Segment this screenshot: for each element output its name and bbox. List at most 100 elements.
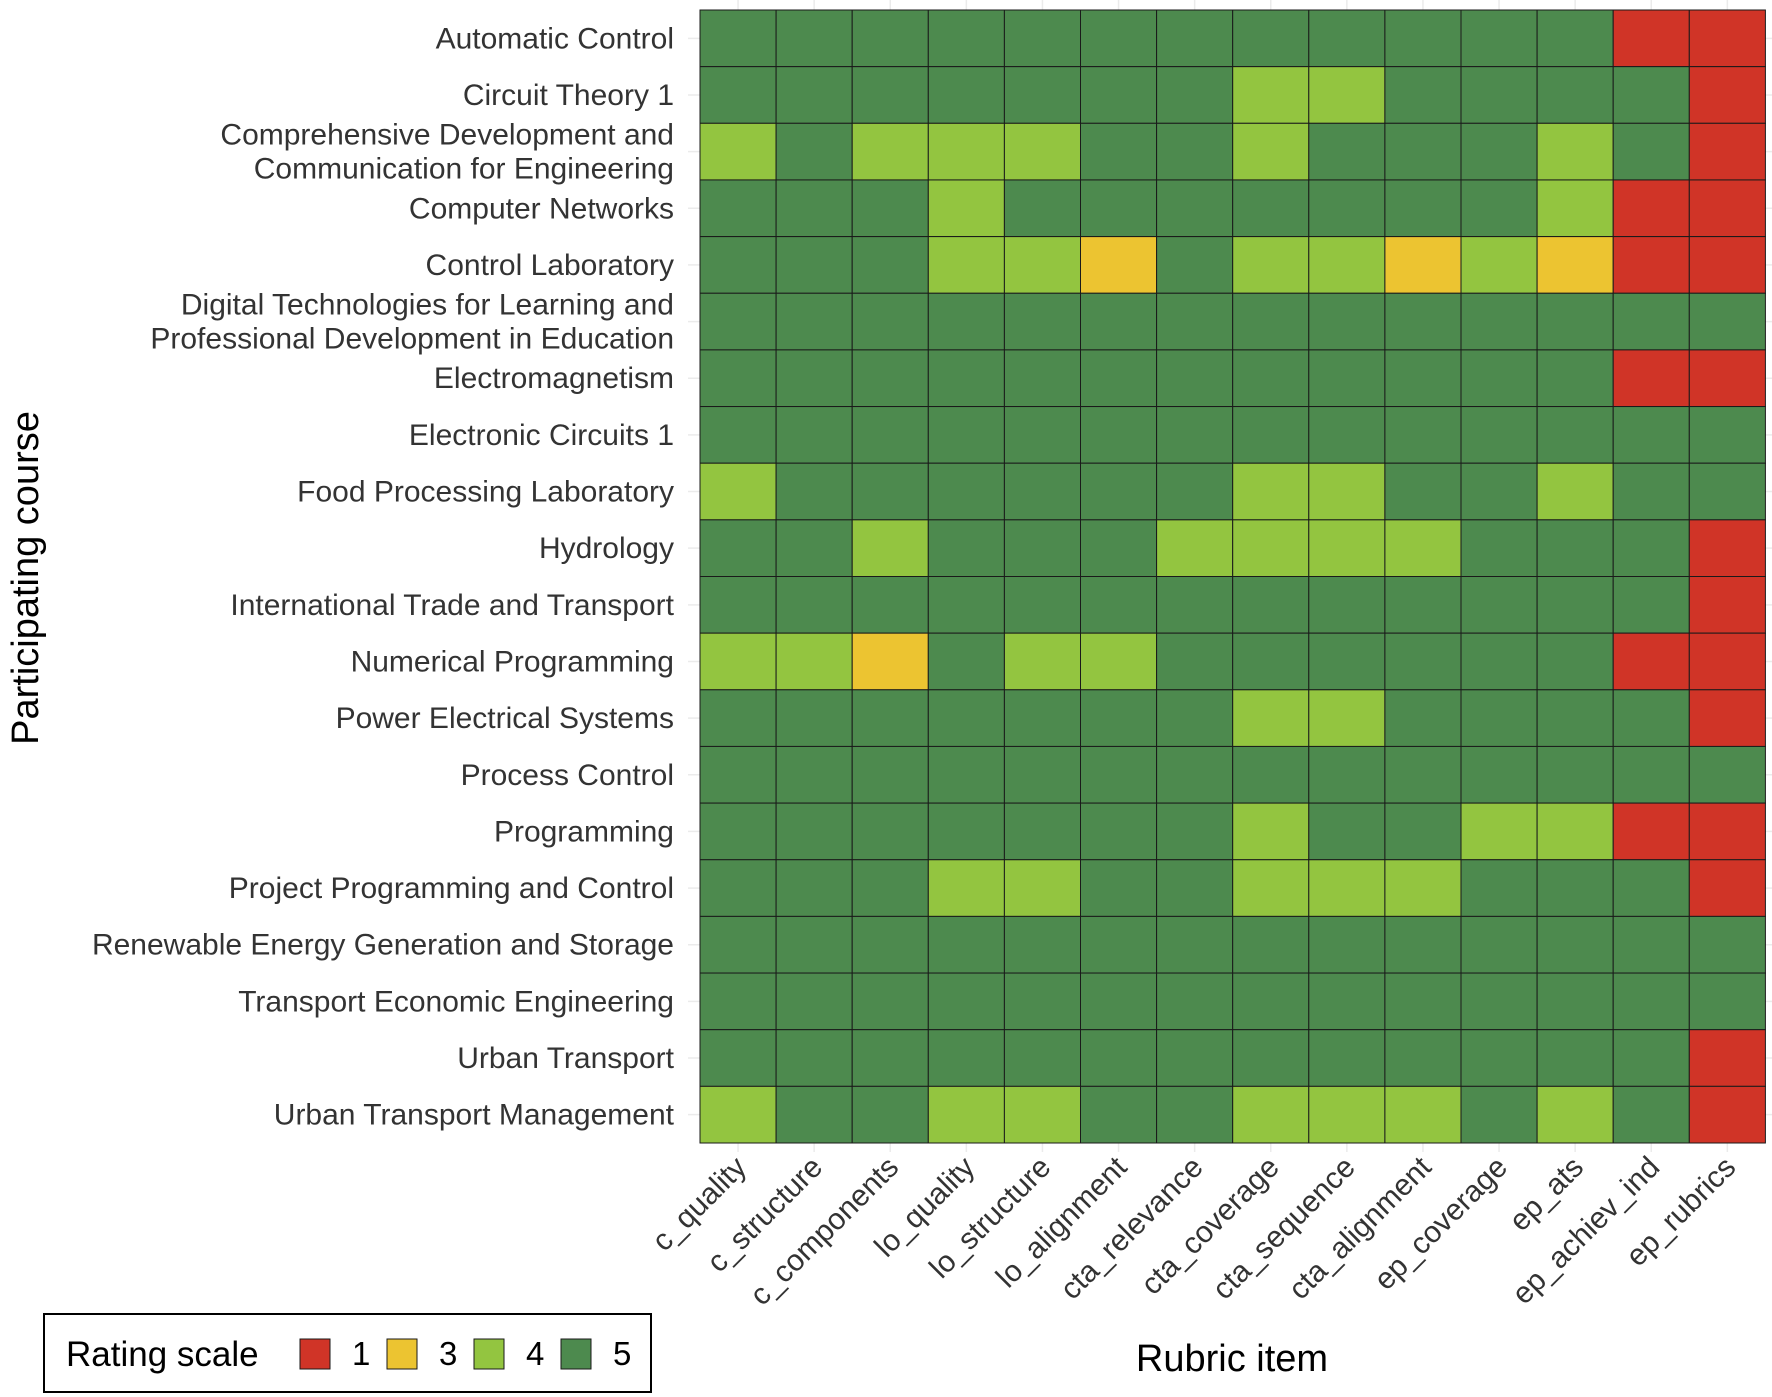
heatmap-cell-ep-coverage-r6 xyxy=(1460,292,1538,351)
heatmap-cell-cta-coverage-r14 xyxy=(1232,745,1310,804)
heatmap-cell-lo-structure-r11 xyxy=(1003,576,1082,634)
heatmap-cell-ep-rubrics-r5 xyxy=(1688,236,1766,294)
heatmap-cell-lo-alignment-r17 xyxy=(1080,915,1158,974)
heatmap-cell-c-quality-r8 xyxy=(699,406,777,464)
heatmap-cell-ep-rubrics-r13 xyxy=(1688,689,1766,747)
heatmap-cell-cta-coverage-r20 xyxy=(1232,1085,1310,1144)
heatmap-cell-cta-relevance-r2 xyxy=(1156,66,1234,124)
heatmap-cell-cta-coverage-r2 xyxy=(1232,66,1310,124)
legend-entries: 1 3 4 5 xyxy=(299,1335,631,1372)
heatmap-cell-cta-sequence-r3 xyxy=(1308,122,1386,181)
heatmap-cell-ep-coverage-r5 xyxy=(1460,236,1538,294)
heatmap-cell-lo-quality-r8 xyxy=(927,406,1005,464)
heatmap-cell-ep-coverage-r16 xyxy=(1460,859,1538,917)
y-tick-label: Transport Economic Engineering xyxy=(238,985,674,1018)
heatmap-cell-lo-structure-r17 xyxy=(1003,915,1082,974)
heatmap-cell-cta-alignment-r11 xyxy=(1384,576,1462,634)
heatmap-cell-c-components-r2 xyxy=(851,66,929,124)
heatmap-cell-lo-structure-r20 xyxy=(1003,1085,1082,1144)
heatmap-cell-c-structure-r7 xyxy=(775,349,853,408)
heatmap-cell-ep-ats-r6 xyxy=(1536,292,1614,351)
heatmap-cell-ep-achiev-ind-r5 xyxy=(1612,236,1690,294)
heatmap-cell-ep-ats-r16 xyxy=(1536,859,1614,917)
heatmap-cell-ep-ats-r5 xyxy=(1536,236,1614,294)
heatmap-cell-c-components-r17 xyxy=(851,915,929,974)
heatmap-cell-c-components-r12 xyxy=(851,632,929,691)
heatmap-cell-cta-coverage-r12 xyxy=(1232,632,1310,691)
heatmap-cell-lo-quality-r9 xyxy=(927,462,1005,521)
heatmap-cell-lo-quality-r10 xyxy=(927,519,1005,577)
heatmap-cell-c-structure-r11 xyxy=(775,576,853,634)
heatmap-cell-ep-ats-r13 xyxy=(1536,689,1614,747)
heatmap-cell-ep-achiev-ind-r3 xyxy=(1612,122,1690,181)
heatmap-cell-c-components-r4 xyxy=(851,179,929,238)
heatmap-cell-cta-sequence-r10 xyxy=(1308,519,1386,577)
heatmap-cell-cta-relevance-r12 xyxy=(1156,632,1234,691)
heatmap-cell-cta-sequence-r16 xyxy=(1308,859,1386,917)
heatmap-cell-lo-alignment-r8 xyxy=(1080,406,1158,464)
heatmap-cell-ep-coverage-r8 xyxy=(1460,406,1538,464)
heatmap-cell-ep-ats-r10 xyxy=(1536,519,1614,577)
heatmap-cell-cta-alignment-r14 xyxy=(1384,745,1462,804)
heatmap-cell-c-components-r10 xyxy=(851,519,929,577)
heatmap-cell-c-components-r20 xyxy=(851,1085,929,1144)
heatmap-cell-lo-structure-r14 xyxy=(1003,745,1082,804)
heatmap-cell-ep-ats-r18 xyxy=(1536,972,1614,1031)
heatmap-cell-ep-coverage-r18 xyxy=(1460,972,1538,1031)
heatmap-cell-lo-alignment-r14 xyxy=(1080,745,1158,804)
heatmap-cell-lo-structure-r7 xyxy=(1003,349,1082,408)
heatmap-cell-cta-coverage-r8 xyxy=(1232,406,1310,464)
heatmap-cell-c-structure-r12 xyxy=(775,632,853,691)
y-tick-label: Electromagnetism xyxy=(434,362,674,395)
heatmap-cell-cta-relevance-r6 xyxy=(1156,292,1234,351)
heatmap-cell-cta-sequence-r4 xyxy=(1308,179,1386,238)
heatmap-cell-ep-achiev-ind-r6 xyxy=(1612,292,1690,351)
heatmap-cell-c-structure-r3 xyxy=(775,122,853,181)
heatmap-cell-ep-ats-r12 xyxy=(1536,632,1614,691)
heatmap-cell-ep-achiev-ind-r19 xyxy=(1612,1029,1690,1087)
heatmap-cell-cta-coverage-r10 xyxy=(1232,519,1310,577)
y-tick-label: Hydrology xyxy=(539,532,674,565)
y-tick-label: Process Control xyxy=(461,759,674,792)
heatmap-cell-c-structure-r14 xyxy=(775,745,853,804)
heatmap-cell-c-quality-r19 xyxy=(699,1029,777,1087)
heatmap-cell-lo-quality-r19 xyxy=(927,1029,1005,1087)
heatmap-cell-c-components-r14 xyxy=(851,745,929,804)
heatmap-cell-cta-relevance-r20 xyxy=(1156,1085,1234,1144)
heatmap-cell-c-structure-r1 xyxy=(775,9,853,68)
y-tick-label: Numerical Programming xyxy=(351,645,674,678)
heatmap-cell-cta-alignment-r18 xyxy=(1384,972,1462,1031)
x-axis-title: Rubric item xyxy=(1136,1338,1328,1380)
heatmap-cell-ep-coverage-r15 xyxy=(1460,802,1538,861)
heatmap-cell-c-structure-r16 xyxy=(775,859,853,917)
heatmap-cell-ep-ats-r20 xyxy=(1536,1085,1614,1144)
heatmap-cell-c-quality-r12 xyxy=(699,632,777,691)
legend-label-3: 3 xyxy=(439,1335,457,1372)
heatmap-cell-cta-sequence-r14 xyxy=(1308,745,1386,804)
heatmap-cell-ep-ats-r14 xyxy=(1536,745,1614,804)
heatmap-cell-ep-coverage-r17 xyxy=(1460,915,1538,974)
heatmap-cell-cta-sequence-r11 xyxy=(1308,576,1386,634)
heatmap-cell-lo-structure-r10 xyxy=(1003,519,1082,577)
heatmap-cell-c-quality-r16 xyxy=(699,859,777,917)
heatmap-cell-cta-alignment-r9 xyxy=(1384,462,1462,521)
heatmap-cell-lo-structure-r15 xyxy=(1003,802,1082,861)
heatmap-cell-lo-structure-r18 xyxy=(1003,972,1082,1031)
heatmap-cell-ep-coverage-r3 xyxy=(1460,122,1538,181)
heatmap-cell-c-quality-r15 xyxy=(699,802,777,861)
heatmap-cell-cta-alignment-r10 xyxy=(1384,519,1462,577)
heatmap-cell-cta-alignment-r4 xyxy=(1384,179,1462,238)
heatmap-cell-lo-quality-r16 xyxy=(927,859,1005,917)
heatmap-cell-lo-alignment-r10 xyxy=(1080,519,1158,577)
heatmap-cell-c-quality-r9 xyxy=(699,462,777,521)
heatmap-cell-cta-relevance-r7 xyxy=(1156,349,1234,408)
heatmap-cell-ep-rubrics-r18 xyxy=(1688,972,1766,1031)
heatmap-cell-ep-rubrics-r9 xyxy=(1688,462,1766,521)
heatmap-cell-cta-alignment-r20 xyxy=(1384,1085,1462,1144)
heatmap-cell-lo-alignment-r9 xyxy=(1080,462,1158,521)
heatmap-cell-lo-alignment-r18 xyxy=(1080,972,1158,1031)
legend-label-1: 1 xyxy=(352,1335,370,1372)
y-tick-label: Circuit Theory 1 xyxy=(463,79,674,112)
heatmap-cell-ep-achiev-ind-r17 xyxy=(1612,915,1690,974)
